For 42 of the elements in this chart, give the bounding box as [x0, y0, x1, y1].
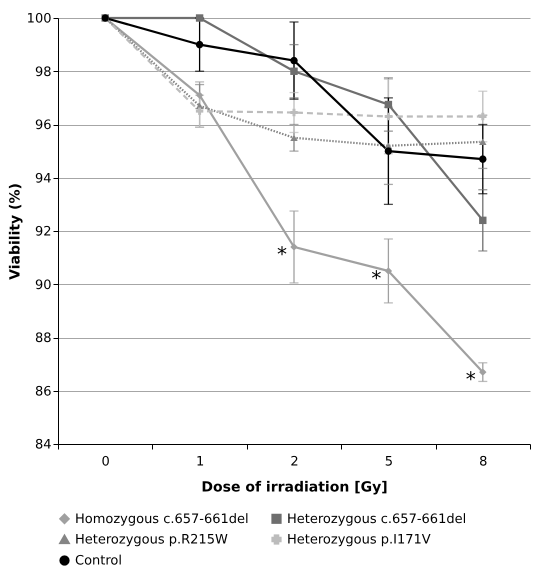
point	[479, 155, 487, 163]
legend-label: Heterozygous p.R215W	[75, 532, 228, 548]
y-tick-label: 84	[34, 438, 52, 452]
y-tick-label: 100	[26, 12, 52, 26]
point	[196, 40, 204, 48]
point	[479, 112, 487, 120]
x-tick-label: 0	[102, 454, 110, 470]
x-tick-label: 2	[290, 454, 299, 470]
legend-label: Control	[75, 554, 122, 568]
x-tick-label: 1	[196, 454, 204, 470]
y-tick-label: 94	[34, 171, 52, 186]
point	[290, 243, 298, 251]
annotation: *	[371, 266, 382, 290]
point	[479, 216, 487, 224]
annotation: *	[466, 367, 476, 392]
point	[384, 112, 392, 120]
y-axis-title: Viability (%)	[8, 183, 24, 280]
y-tick-label: 90	[34, 278, 52, 293]
point	[479, 138, 487, 146]
point	[479, 368, 487, 376]
legend-label: Homozygous c.657-661del	[75, 512, 249, 527]
legend-label: Heterozygous p.I171V	[287, 532, 431, 548]
point	[384, 100, 392, 108]
point	[290, 56, 298, 64]
y-tick-label: 88	[34, 331, 52, 346]
point	[290, 134, 298, 142]
x-tick-label: 8	[479, 454, 488, 470]
x-tick-label: 5	[384, 454, 394, 470]
point	[384, 267, 392, 275]
y-tick-label: 86	[34, 384, 52, 400]
point	[290, 68, 298, 75]
point	[196, 92, 204, 99]
x-axis-title: Dose of irradiation [Gy]	[201, 480, 388, 496]
y-tick-label: 98	[34, 64, 52, 80]
point	[196, 107, 204, 115]
y-tick-label: 92	[34, 224, 52, 240]
point	[384, 147, 392, 155]
annotation: *	[277, 242, 287, 266]
point	[290, 108, 298, 116]
point	[196, 14, 204, 22]
y-tick-label: 96	[34, 118, 52, 133]
legend-label: Heterozygous c.657-661del	[287, 512, 466, 527]
